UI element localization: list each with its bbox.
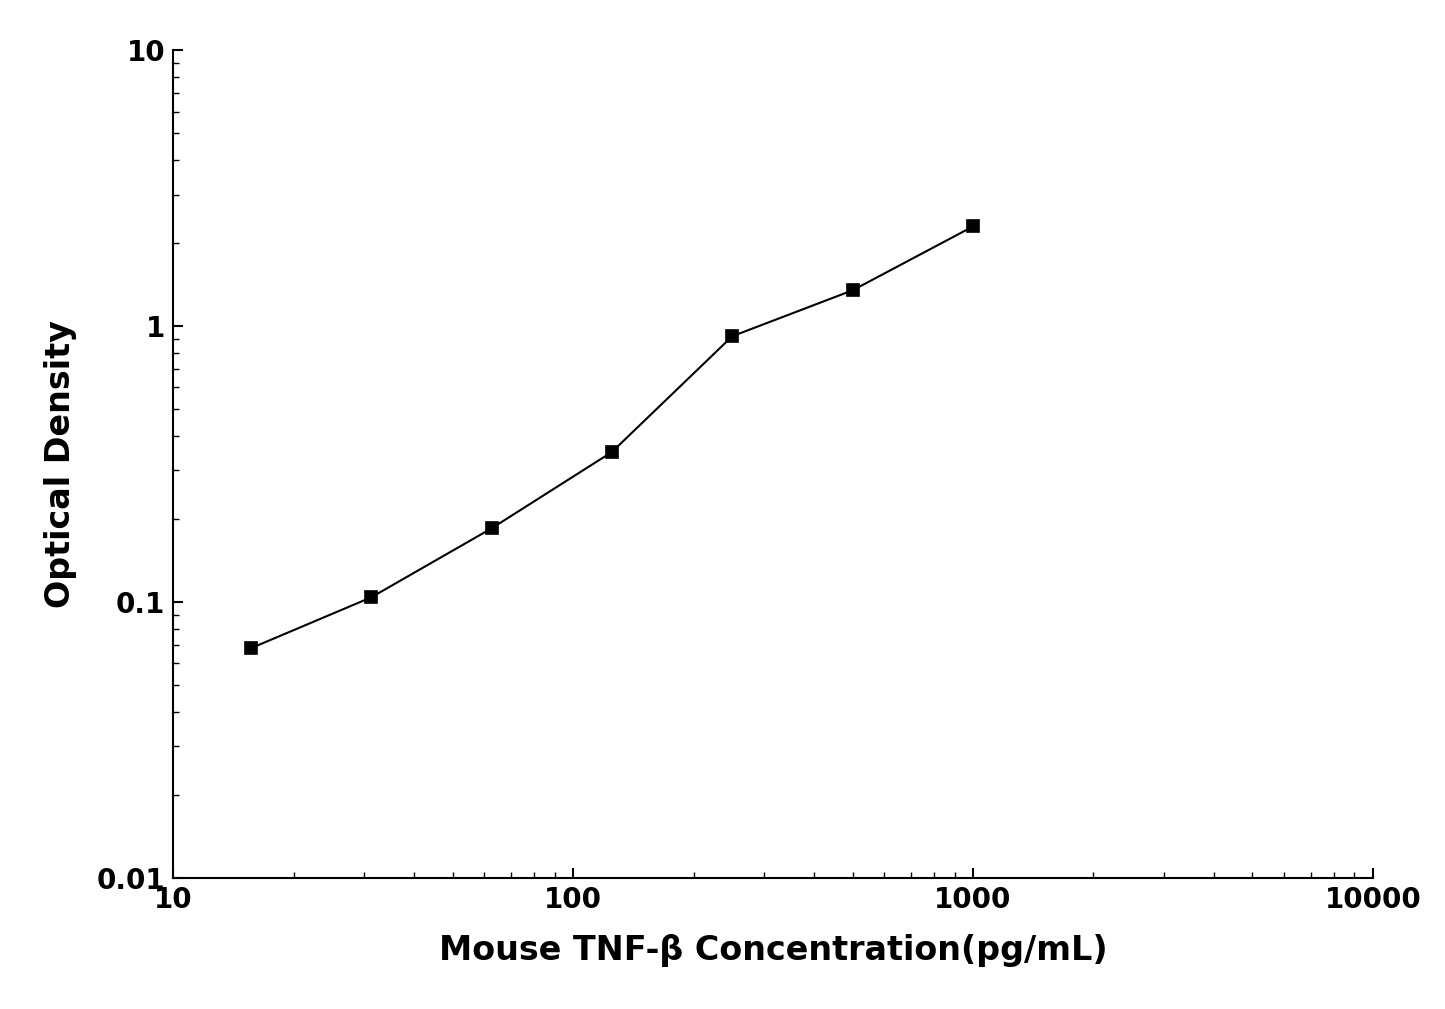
Y-axis label: Optical Density: Optical Density xyxy=(43,320,77,608)
X-axis label: Mouse TNF-β Concentration(pg/mL): Mouse TNF-β Concentration(pg/mL) xyxy=(439,933,1107,967)
